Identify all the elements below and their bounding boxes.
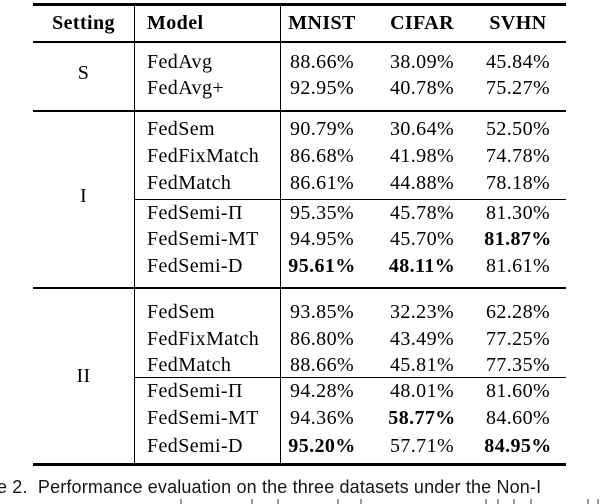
value-cell: 52.50% — [485, 118, 551, 140]
value-cell: 48.11% — [388, 254, 456, 277]
section-i-bottom-rule — [33, 287, 566, 289]
model-name-cell: FedFixMatch — [147, 327, 260, 350]
setting-label: I — [79, 185, 88, 207]
value-cell: 90.79% — [289, 118, 355, 140]
value-cell: 40.78% — [389, 77, 455, 99]
model-name-cell: FedSemi-MT — [147, 406, 259, 429]
value-cell: 84.60% — [485, 406, 551, 429]
value-cell: 32.23% — [389, 300, 455, 323]
value-cell: 38.09% — [389, 51, 455, 73]
value-cell: 30.64% — [389, 118, 455, 140]
value-cell: 93.85% — [289, 300, 355, 323]
value-cell: 86.80% — [289, 327, 355, 350]
cropped-next-line-fragment — [360, 499, 362, 504]
cropped-next-line-fragment — [337, 499, 339, 504]
header-col-svhn: SVHN — [489, 11, 547, 34]
cropped-next-line-fragment — [497, 499, 499, 504]
model-name-cell: FedSemi-Π — [147, 201, 243, 224]
section-s-bottom-rule — [33, 110, 566, 112]
value-cell: 81.61% — [485, 254, 551, 277]
model-name-cell: FedAvg+ — [147, 77, 225, 99]
value-cell: 45.78% — [389, 201, 455, 224]
table-top-rule — [33, 3, 566, 6]
value-cell: 74.78% — [485, 145, 551, 167]
value-cell: 43.49% — [389, 327, 455, 350]
cropped-next-line-fragment — [513, 499, 515, 504]
column-separator-setting-model — [134, 5, 136, 463]
value-cell: 77.25% — [485, 327, 551, 350]
value-cell: 62.28% — [485, 300, 551, 323]
value-cell: 81.30% — [485, 201, 551, 224]
model-name-cell: FedSemi-Π — [147, 379, 243, 402]
header-model: Model — [147, 11, 204, 34]
model-name-cell: FedFixMatch — [147, 145, 260, 167]
model-name-cell: FedSemi-D — [147, 254, 243, 277]
value-cell: 88.66% — [289, 354, 355, 376]
section-i-partial-rule — [134, 199, 566, 201]
cropped-next-line-fragment — [587, 499, 589, 504]
value-cell: 45.70% — [389, 228, 455, 250]
cropped-next-line-fragment — [530, 499, 532, 504]
model-name-cell: FedMatch — [147, 172, 232, 194]
value-cell: 48.01% — [389, 379, 455, 402]
value-cell: 95.61% — [288, 254, 356, 277]
value-cell: 44.88% — [389, 172, 455, 194]
cropped-next-line-fragment — [485, 499, 487, 504]
model-name-cell: FedSemi-MT — [147, 228, 259, 250]
model-name-cell: FedSemi-D — [147, 434, 243, 457]
value-cell: 75.27% — [485, 77, 551, 99]
value-cell: 45.81% — [389, 354, 455, 376]
value-cell: 95.20% — [288, 434, 356, 457]
header-bottom-rule — [33, 41, 566, 43]
value-cell: 77.35% — [485, 354, 551, 376]
header-setting: Setting — [52, 11, 115, 34]
value-cell: 81.60% — [485, 379, 551, 402]
value-cell: 57.71% — [389, 434, 455, 457]
setting-label: II — [76, 365, 91, 387]
value-cell: 84.95% — [484, 434, 552, 457]
setting-label: S — [77, 62, 90, 84]
column-separator-model-values — [280, 5, 282, 463]
value-cell: 81.87% — [484, 228, 552, 250]
section-ii-partial-rule — [134, 377, 566, 379]
value-cell: 92.95% — [289, 77, 355, 99]
value-cell: 88.66% — [289, 51, 355, 73]
value-cell: 58.77% — [388, 406, 456, 429]
table-caption: e 2. Performance evaluation on the three… — [0, 477, 542, 497]
model-name-cell: FedMatch — [147, 354, 232, 376]
cropped-next-line-fragment — [251, 499, 253, 504]
value-cell: 41.98% — [389, 145, 455, 167]
value-cell: 45.84% — [485, 51, 551, 73]
cropped-next-line-fragment — [597, 499, 599, 504]
value-cell: 94.28% — [289, 379, 355, 402]
table-bottom-rule — [33, 463, 566, 466]
model-name-cell: FedSem — [147, 300, 215, 323]
cropped-next-line-fragment — [277, 499, 279, 504]
header-col-mnist: MNIST — [288, 11, 356, 34]
cropped-next-line-fragment — [180, 499, 182, 504]
model-name-cell: FedSem — [147, 118, 215, 140]
header-col-cifar: CIFAR — [390, 11, 454, 34]
value-cell: 86.61% — [289, 172, 355, 194]
value-cell: 86.68% — [289, 145, 355, 167]
value-cell: 94.36% — [289, 406, 355, 429]
model-name-cell: FedAvg — [147, 51, 213, 73]
value-cell: 95.35% — [289, 201, 355, 224]
value-cell: 94.95% — [289, 228, 355, 250]
value-cell: 78.18% — [485, 172, 551, 194]
